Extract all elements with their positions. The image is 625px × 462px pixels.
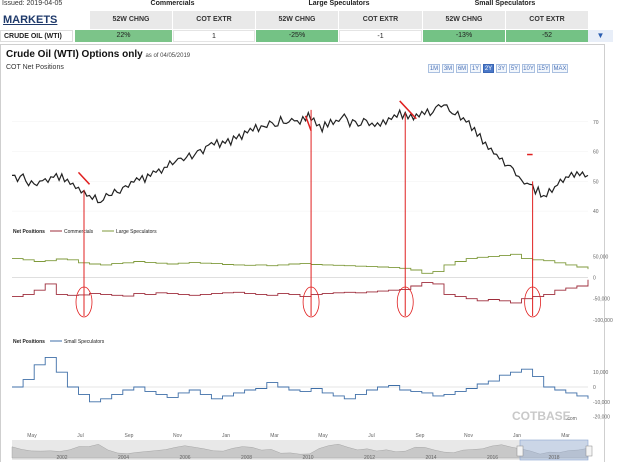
chart-frame <box>0 44 605 462</box>
cell-comm-52w: 22% <box>75 30 172 42</box>
month-tick-label: Nov <box>173 433 182 439</box>
col-large-52w[interactable]: 52W CHNG <box>256 11 338 29</box>
month-tick-label: Jan <box>513 433 521 439</box>
market-name-cell[interactable]: CRUDE OIL (WTI) <box>0 30 73 42</box>
zoom-button-1y[interactable]: 1Y <box>470 64 481 73</box>
net-ytick-label: -50,000 <box>593 297 610 303</box>
annotation-trend-line <box>304 115 312 131</box>
year-tick-label: 2008 <box>241 455 252 461</box>
small-ytick-label: -10,000 <box>593 400 610 406</box>
net-ytick-label: 50,000 <box>593 254 609 260</box>
month-tick-label: May <box>27 433 37 439</box>
year-tick-label: 2004 <box>118 455 129 461</box>
net-ytick-label: -100,000 <box>593 318 613 324</box>
col-small-extr[interactable]: COT EXTR <box>506 11 588 29</box>
cell-large-extr: -1 <box>339 30 422 42</box>
annotation-trend-line <box>77 171 91 185</box>
zoom-button-10y[interactable]: 10Y <box>522 64 535 73</box>
price-ytick-label: 50 <box>593 179 599 185</box>
group-small-speculators: Small Speculators <box>474 0 536 7</box>
group-large-speculators: Large Speculators <box>308 0 370 7</box>
zoom-button-2y[interactable]: 2Y <box>483 64 494 73</box>
group-commercials: Commercials <box>150 0 195 7</box>
zoom-button-5y[interactable]: 5Y <box>509 64 520 73</box>
col-comm-extr[interactable]: COT EXTR <box>173 11 255 29</box>
month-tick-label: Sep <box>416 433 425 439</box>
small-ytick-label: -20,000 <box>593 415 610 421</box>
cell-small-extr: -52 <box>506 30 588 42</box>
price-ytick-label: 40 <box>593 209 599 215</box>
year-tick-label: 2010 <box>302 455 313 461</box>
year-tick-label: 2012 <box>364 455 375 461</box>
markets-link[interactable]: MARKETS <box>3 14 58 26</box>
navigator-left-handle <box>516 445 524 457</box>
legend-commercials-label: Commercials <box>64 229 94 235</box>
zoom-button-1m[interactable]: 1M <box>428 64 440 73</box>
net-ytick-label: 0 <box>593 276 596 282</box>
chart-title-text: Crude Oil (WTI) Options only <box>6 49 143 60</box>
zoom-button-max[interactable]: MAX <box>552 64 568 73</box>
year-tick-label: 2016 <box>487 455 498 461</box>
small-legend-title: Net Positions <box>13 339 45 345</box>
issued-date: Issued: 2019-04-05 <box>2 0 63 7</box>
navigator-area <box>11 443 589 459</box>
legend-large-label: Large Speculators <box>116 229 157 235</box>
zoom-button-3m[interactable]: 3M <box>442 64 454 73</box>
cotbase-watermark-suffix: .com <box>566 416 577 422</box>
small-ytick-label: 10,000 <box>593 370 609 376</box>
navigator-right-handle <box>585 445 593 457</box>
col-large-extr[interactable]: COT EXTR <box>339 11 422 29</box>
chart-subtitle: COT Net Positions <box>6 64 64 71</box>
chart-title: Crude Oil (WTI) Options only as of 04/05… <box>6 49 190 60</box>
price-series-line <box>11 103 589 204</box>
month-tick-label: Jan <box>222 433 230 439</box>
col-small-52w[interactable]: 52W CHNG <box>423 11 505 29</box>
zoom-button-3y[interactable]: 3Y <box>496 64 507 73</box>
net-series-commercials <box>12 279 589 304</box>
month-tick-label: May <box>318 433 328 439</box>
year-tick-label: 2014 <box>425 455 436 461</box>
small-ytick-label: 0 <box>593 385 596 391</box>
net-series-large-speculators <box>12 253 589 274</box>
month-tick-label: Jul <box>368 433 374 439</box>
year-tick-label: 2018 <box>548 455 559 461</box>
zoom-button-15y[interactable]: 15Y <box>537 64 550 73</box>
month-tick-label: Mar <box>561 433 570 439</box>
month-tick-label: Jul <box>77 433 83 439</box>
cell-small-52w: -13% <box>423 30 505 42</box>
price-ytick-label: 60 <box>593 150 599 156</box>
price-ytick-label: 70 <box>593 120 599 126</box>
year-tick-label: 2002 <box>56 455 67 461</box>
chart-as-of: as of 04/05/2019 <box>145 53 191 59</box>
small-series-line <box>12 356 589 403</box>
net-legend-title: Net Positions <box>13 229 45 235</box>
legend-small-label: Small Speculators <box>64 339 105 345</box>
month-tick-label: Nov <box>464 433 473 439</box>
chevron-down-icon[interactable]: ▼ <box>588 30 613 42</box>
cell-large-52w: -25% <box>256 30 338 42</box>
month-tick-label: Mar <box>270 433 279 439</box>
cell-comm-extr: 1 <box>173 30 255 42</box>
year-tick-label: 2006 <box>179 455 190 461</box>
annotation-trend-line <box>399 100 417 120</box>
zoom-button-6m[interactable]: 6M <box>456 64 468 73</box>
cotbase-watermark: COTBASE <box>512 409 571 423</box>
month-tick-label: Sep <box>125 433 134 439</box>
col-comm-52w[interactable]: 52W CHNG <box>90 11 172 29</box>
